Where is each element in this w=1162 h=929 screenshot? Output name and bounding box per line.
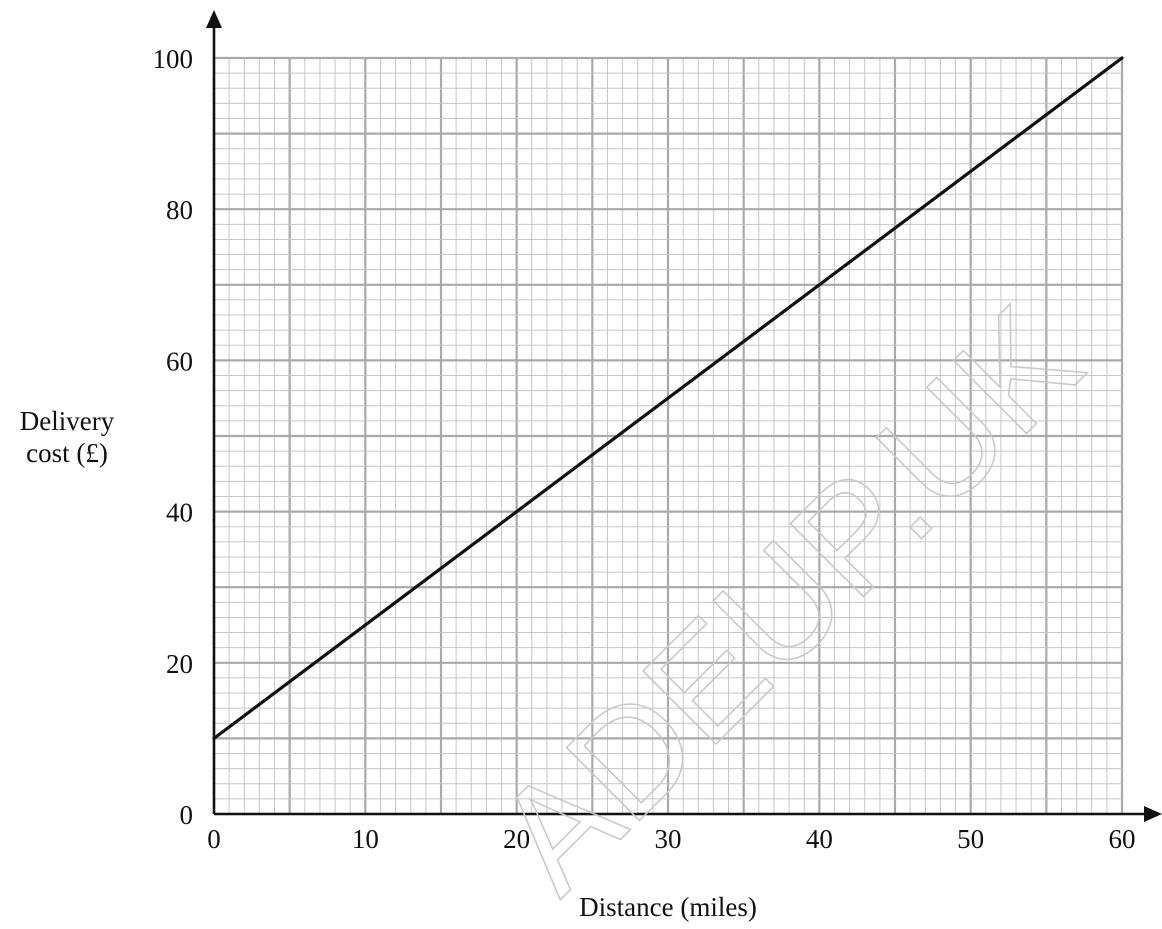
series-line-0 (212, 56, 1124, 741)
grid (212, 56, 1124, 816)
axes (206, 10, 1162, 822)
x-tick-label: 0 (207, 824, 221, 854)
y-tick-label: 0 (180, 800, 194, 830)
x-tick-label: 10 (352, 824, 379, 854)
y-axis-title: cost (£) (26, 438, 108, 468)
y-tick-label: 60 (166, 346, 193, 376)
x-tick-label: 40 (806, 824, 833, 854)
x-tick-label: 60 (1109, 824, 1136, 854)
x-axis-title: Distance (miles) (579, 892, 757, 922)
x-tick-label: 20 (503, 824, 530, 854)
labels: 0 10 20 30 40 50 60 0 20 40 60 80 100 Distance (miles… (20, 44, 1136, 922)
x-tick-label: 50 (957, 824, 984, 854)
y-tick-label: 80 (166, 195, 193, 225)
x-tick-label: 30 (655, 824, 682, 854)
watermark: ADEUP.UK (464, 275, 1111, 922)
y-tick-label: 20 (166, 649, 193, 679)
y-axis-title: Delivery (20, 406, 115, 436)
x-axis-arrow (1144, 806, 1162, 822)
y-tick-label: 40 (166, 498, 193, 528)
series-layer (212, 56, 1124, 741)
y-axis-arrow (206, 10, 222, 28)
y-tick-label: 100 (153, 44, 194, 74)
